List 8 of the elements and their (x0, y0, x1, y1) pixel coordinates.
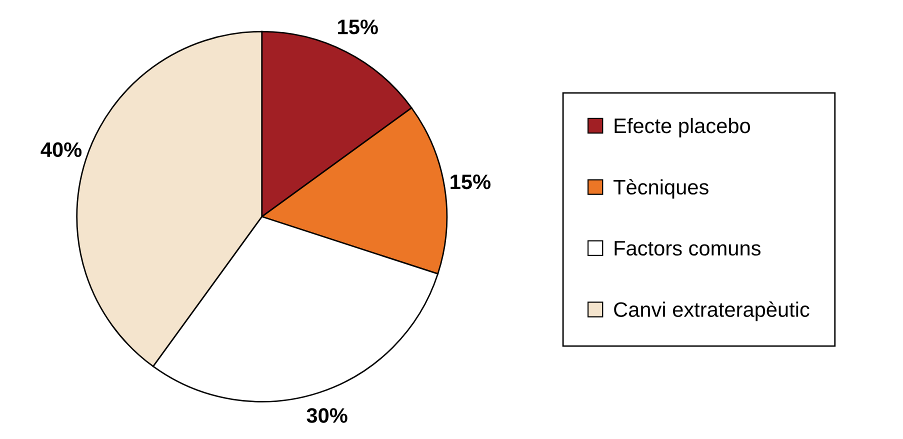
legend-label: Factors comuns (614, 241, 760, 256)
legend-label: Canvi extraterapèutic (614, 301, 810, 322)
data-label: 40% (40, 142, 82, 158)
data-label: 15% (450, 174, 491, 190)
legend-label: Tècniques (614, 179, 708, 199)
legend-label: Efecte placebo (614, 118, 750, 138)
data-label: 30% (306, 408, 348, 423)
data-label: 15% (338, 20, 378, 34)
